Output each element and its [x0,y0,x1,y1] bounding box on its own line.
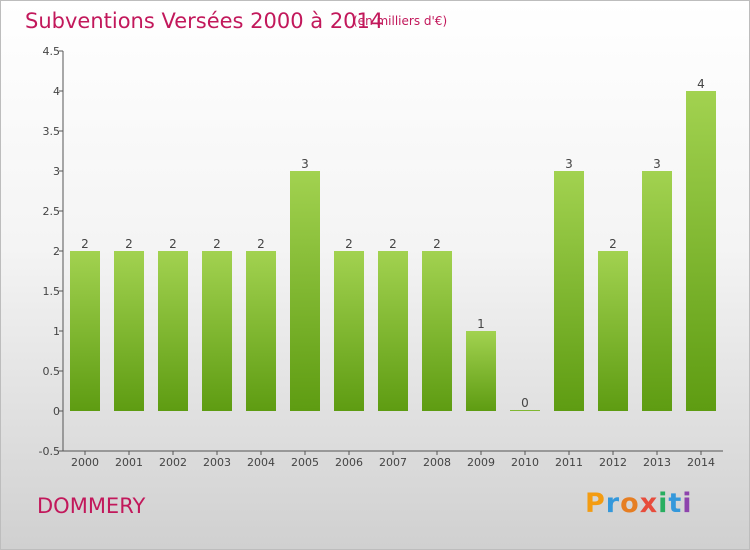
logo-letter: i [658,488,669,519]
y-tick-label: 4.5 [43,45,61,58]
data-labels: 2 2 2 2 2 3 2 2 2 1 0 3 2 3 4 [81,77,705,410]
logo-letter: P [585,488,606,519]
x-axis: 2000 2001 2002 2003 2004 2005 2006 2007 2008 2009… [63,450,723,469]
data-label-2002: 2 [169,237,177,251]
x-tick-label: 2010 [511,456,539,469]
data-label-2012: 2 [609,237,617,251]
proxiti-logo: Proxiti [585,488,693,519]
y-tick-label: 0 [53,405,60,418]
logo-letter: r [605,488,621,519]
data-label-2007: 2 [389,237,397,251]
bar-2007 [378,251,408,411]
data-label-2008: 2 [433,237,441,251]
data-label-2010: 0 [521,396,529,410]
data-label-2000: 2 [81,237,89,251]
data-label-2009: 1 [477,317,485,331]
bar-2008 [422,251,452,411]
y-tick-label: 0.5 [43,365,61,378]
bar-2009 [466,331,496,411]
data-label-2014: 4 [697,77,705,91]
x-tick-label: 2001 [115,456,143,469]
bar-2004 [246,251,276,411]
x-tick-label: 2009 [467,456,495,469]
bar-2006 [334,251,364,411]
logo-letter: i [682,488,693,519]
data-label-2001: 2 [125,237,133,251]
x-tick-label: 2013 [643,456,671,469]
x-tick-label: 2003 [203,456,231,469]
y-tick-label: 4 [53,85,60,98]
x-tick-label: 2000 [71,456,99,469]
bar-2000 [70,251,100,411]
bar-2001 [114,251,144,411]
commune-name: DOMMERY [37,494,146,518]
x-tick-label: 2005 [291,456,319,469]
data-label-2006: 2 [345,237,353,251]
y-tick-label: 1 [53,325,60,338]
bar-2010 [510,410,540,411]
x-tick-label: 2012 [599,456,627,469]
bar-2003 [202,251,232,411]
x-tick-label: 2011 [555,456,583,469]
y-tick-label: 2.5 [43,205,61,218]
y-tick-label: 3.5 [43,125,61,138]
bar-2002 [158,251,188,411]
y-tick-label: 1.5 [43,285,61,298]
logo-letter: x [639,488,659,519]
bar-2005 [290,171,320,411]
data-label-2013: 3 [653,157,661,171]
bar-2012 [598,251,628,411]
data-label-2005: 3 [301,157,309,171]
bars [70,91,716,411]
y-tick-label: 2 [53,245,60,258]
x-tick-label: 2008 [423,456,451,469]
chart-title: Subventions Versées 2000 à 2014 [25,9,384,33]
x-tick-label: 2004 [247,456,275,469]
logo-letter: t [668,488,683,519]
bar-2014 [686,91,716,411]
y-axis: -0.5 0 0.5 1 1.5 2 2.5 3 3.5 4 4.5 [39,45,64,458]
data-label-2004: 2 [257,237,265,251]
chart-subtitle: (en milliers d'€) [353,14,448,28]
bar-2013 [642,171,672,411]
y-tick-label: -0.5 [39,445,60,458]
data-label-2003: 2 [213,237,221,251]
y-tick-label: 3 [53,165,60,178]
logo-letter: o [620,488,640,519]
x-tick-label: 2014 [687,456,715,469]
x-tick-label: 2006 [335,456,363,469]
x-tick-label: 2007 [379,456,407,469]
bar-2011 [554,171,584,411]
data-label-2011: 3 [565,157,573,171]
x-tick-label: 2002 [159,456,187,469]
